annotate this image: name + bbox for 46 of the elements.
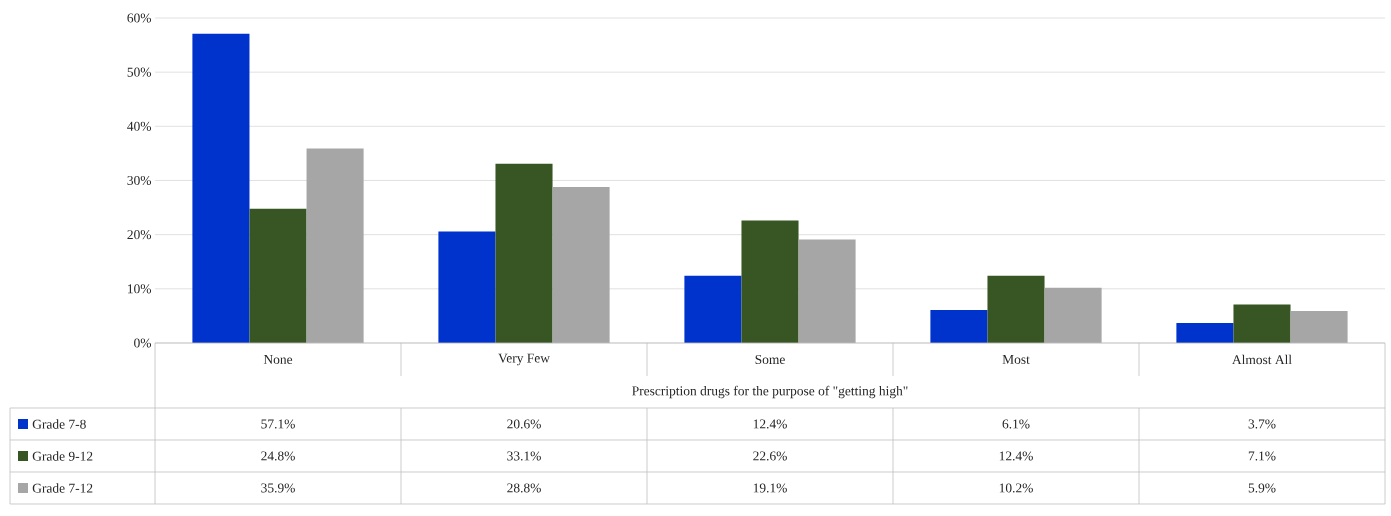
y-tick-label: 10% bbox=[128, 284, 152, 294]
y-tick-label: 30% bbox=[127, 175, 152, 186]
bar bbox=[438, 231, 496, 343]
bar bbox=[306, 148, 364, 343]
y-tick-label: 0% bbox=[134, 338, 152, 348]
legend-label: Grade 7-8 bbox=[32, 419, 86, 429]
x-tick-label: Some bbox=[755, 354, 785, 364]
bar bbox=[1044, 287, 1102, 343]
data-label: 6.1% bbox=[1002, 419, 1030, 429]
data-label: 12.4% bbox=[999, 451, 1033, 461]
data-label: 19.1% bbox=[753, 483, 787, 493]
bar bbox=[495, 163, 553, 343]
bar bbox=[1290, 311, 1348, 343]
x-tick-label: Most bbox=[1002, 355, 1030, 364]
bar bbox=[930, 309, 988, 343]
legend-label: Grade 7-12 bbox=[32, 483, 93, 493]
x-tick-label: Almost All bbox=[1232, 354, 1292, 365]
data-label: 22.6% bbox=[753, 451, 787, 461]
x-axis-title: Prescription drugs for the purpose of "getting high" bbox=[632, 385, 908, 399]
bar bbox=[1233, 304, 1291, 343]
data-label: 35.9% bbox=[261, 483, 295, 493]
data-label: 28.8% bbox=[507, 483, 541, 493]
bar bbox=[798, 239, 856, 343]
y-tick-label: 50% bbox=[127, 67, 152, 77]
data-label: 33.1% bbox=[507, 451, 541, 461]
data-label: 12.4% bbox=[753, 419, 787, 429]
bar bbox=[552, 186, 610, 343]
data-label: 3.7% bbox=[1248, 419, 1276, 429]
y-tick-label: 40% bbox=[127, 121, 152, 131]
data-label: 10.2% bbox=[999, 483, 1033, 493]
data-label: 5.9% bbox=[1248, 483, 1276, 493]
data-label: 57.1% bbox=[261, 419, 295, 429]
y-tick-label: 20% bbox=[127, 230, 152, 240]
bar bbox=[249, 208, 307, 343]
data-label: 24.8% bbox=[261, 451, 295, 461]
bar bbox=[741, 220, 799, 343]
bar bbox=[1176, 322, 1234, 343]
data-label: 20.6% bbox=[507, 419, 541, 429]
x-tick-label: Very Few bbox=[498, 353, 550, 366]
legend-label: Grade 9-12 bbox=[32, 451, 93, 461]
bar bbox=[192, 33, 250, 343]
y-tick-label: 60% bbox=[127, 13, 152, 23]
bar bbox=[684, 275, 742, 343]
x-tick-label: None bbox=[263, 355, 293, 364]
data-label: 7.1% bbox=[1248, 451, 1276, 461]
bar bbox=[987, 275, 1045, 343]
